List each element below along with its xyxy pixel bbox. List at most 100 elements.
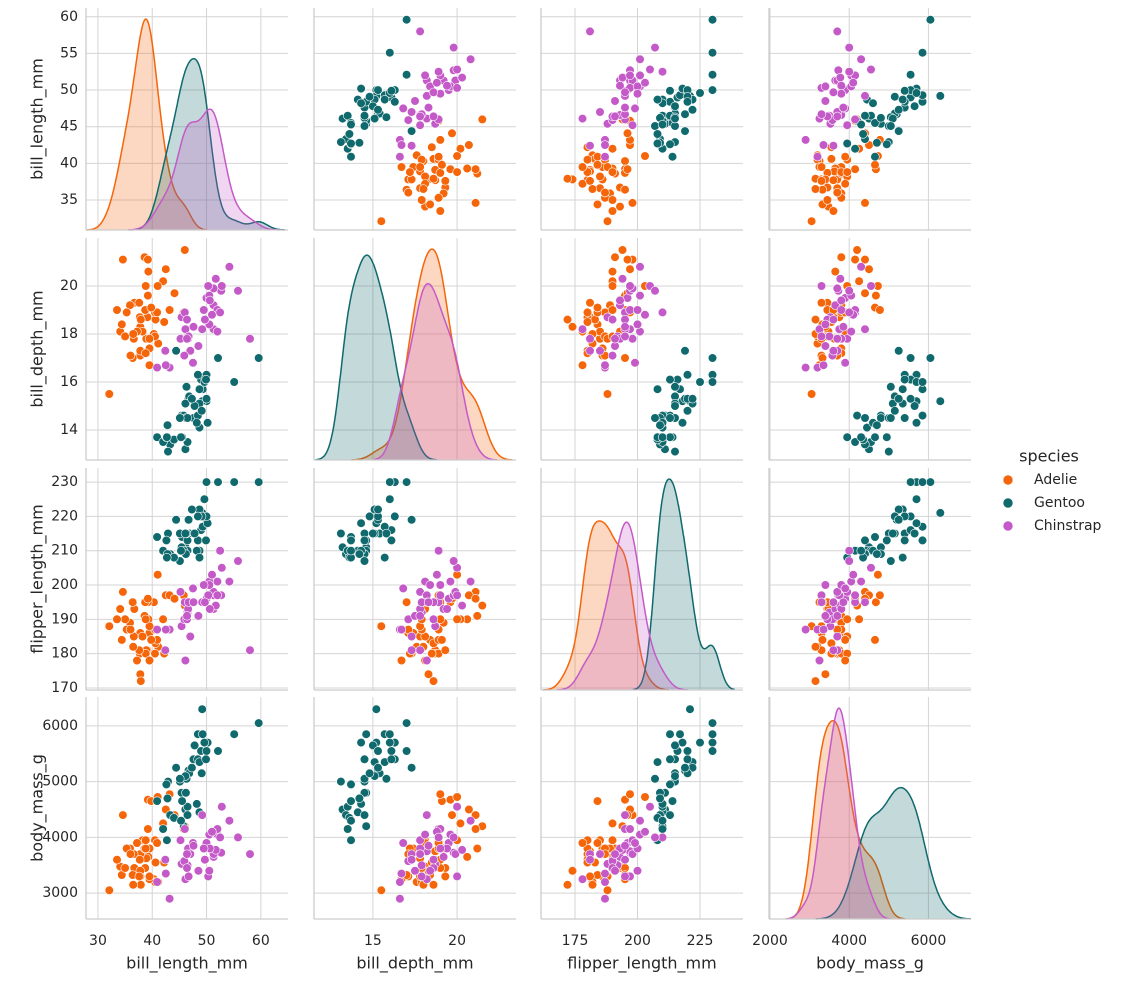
scatter-point [346, 835, 356, 845]
scatter-point [820, 96, 831, 106]
scatter-point [894, 105, 904, 115]
scatter-point [395, 152, 405, 162]
scatter-point [622, 164, 633, 174]
x-tick-label: 30 [89, 933, 107, 949]
scatter-point [346, 119, 356, 130]
scatter-point [144, 655, 155, 666]
scatter-point [850, 164, 860, 174]
scatter-point [442, 604, 452, 614]
scatter-point [224, 816, 234, 826]
scatter-point [437, 160, 447, 170]
scatter-point [894, 394, 904, 404]
y-tick-label: 6000 [42, 718, 78, 734]
scatter-point [402, 477, 412, 487]
scatter-point [615, 81, 625, 91]
scatter-point [152, 532, 162, 542]
scatter-point [188, 597, 199, 607]
scatter-point [336, 776, 346, 787]
scatter-point [176, 816, 186, 826]
scatter-point [346, 546, 356, 556]
scatter-point [417, 195, 427, 205]
scatter-point [592, 199, 603, 209]
scatter-point [900, 413, 910, 423]
scatter-point [385, 494, 395, 504]
scatter-point [354, 549, 365, 559]
scatter-point [153, 281, 163, 291]
scatter-point [418, 184, 429, 194]
scatter-point [828, 141, 839, 151]
scatter-point [398, 838, 408, 848]
scatter-point [201, 375, 211, 385]
y-tick-label: 35 [60, 192, 78, 208]
scatter-point [354, 793, 365, 804]
kde-line [785, 707, 891, 920]
scatter-point [245, 334, 255, 344]
scatter-point [229, 377, 239, 387]
panel [540, 468, 743, 691]
kde-line [131, 57, 285, 231]
scatter-point [824, 331, 835, 342]
scatter-point [428, 111, 439, 121]
scatter-point [650, 832, 660, 843]
scatter-point [199, 580, 209, 590]
scatter-point [890, 406, 900, 416]
scatter-point [680, 109, 690, 119]
scatter-point [161, 779, 171, 790]
scatter-point [457, 72, 467, 83]
scatter-point [442, 81, 452, 91]
scatter-point [842, 167, 852, 177]
y-tick-label: 45 [60, 119, 78, 135]
scatter-point [657, 432, 668, 442]
scatter-point [607, 167, 618, 177]
x-tick-label: 20 [448, 933, 466, 949]
scatter-point [143, 824, 153, 834]
scatter-point [188, 358, 198, 368]
scatter-point [407, 631, 417, 642]
scatter-point [844, 67, 854, 77]
scatter-point [403, 115, 413, 125]
scatter-point [830, 300, 840, 310]
scatter-point [562, 174, 573, 184]
scatter-point [828, 346, 839, 356]
scatter-point [886, 556, 896, 566]
scatter-point [917, 535, 928, 546]
x-tick-label: 200 [624, 933, 651, 949]
scatter-point [875, 305, 885, 315]
scatter-point [217, 802, 227, 812]
scatter-point [457, 600, 467, 611]
scatter-point [434, 832, 444, 843]
scatter-point [187, 504, 197, 515]
scatter-point [407, 126, 417, 136]
scatter-point [450, 849, 461, 859]
scatter-point [707, 729, 718, 739]
scatter-point [872, 138, 882, 148]
scatter-point [425, 866, 435, 876]
y-tick-label: 3000 [42, 885, 78, 901]
scatter-point [422, 655, 432, 666]
scatter-point [607, 315, 618, 325]
scatter-point [814, 655, 825, 666]
scatter-point [625, 824, 635, 834]
y-tick-label: 50 [60, 82, 78, 98]
scatter-point [201, 394, 212, 404]
scatter-point [165, 305, 175, 315]
scatter-point [428, 880, 439, 890]
scatter-point [432, 570, 442, 580]
scatter-point [620, 841, 630, 851]
scatter-point [707, 353, 718, 363]
scatter-point [115, 604, 125, 614]
scatter-point [385, 737, 395, 748]
scatter-point [830, 267, 840, 277]
scatter-point [577, 874, 588, 884]
scatter-point [886, 121, 896, 131]
scatter-point [471, 198, 481, 208]
scatter-point [435, 135, 445, 145]
scatter-point [898, 552, 908, 563]
scatter-point [917, 477, 928, 487]
scatter-point [836, 89, 846, 99]
scatter-point [592, 838, 603, 848]
scatter-point [667, 152, 678, 162]
scatter-point [695, 737, 705, 748]
scatter-point [437, 635, 447, 645]
scatter-point [435, 843, 445, 854]
